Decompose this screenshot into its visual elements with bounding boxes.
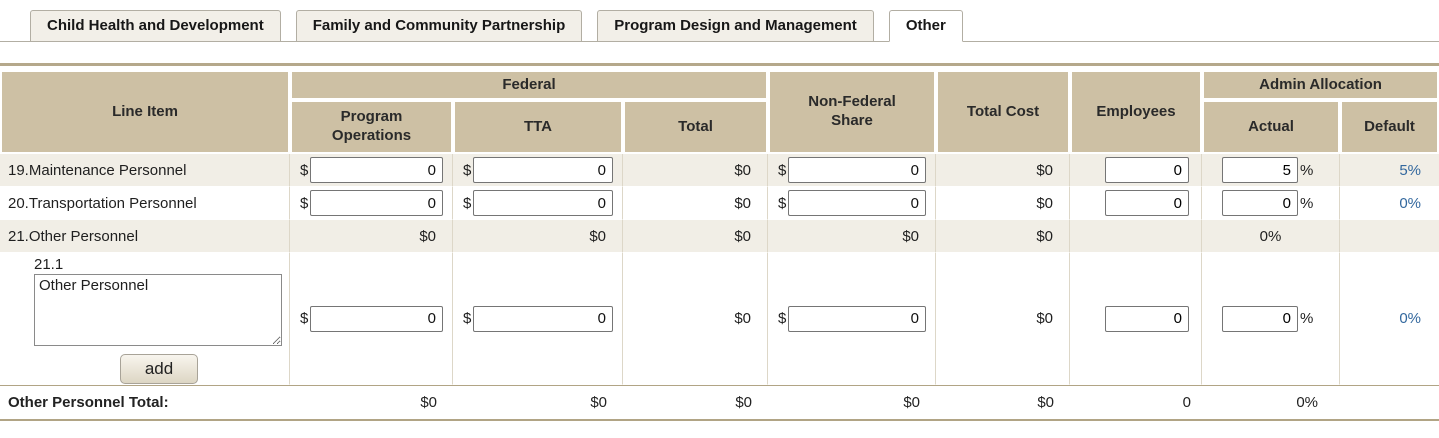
admin-default-value: 5% <box>1340 154 1439 187</box>
program-operations-value: $0 <box>290 220 453 253</box>
dollar-sign: $ <box>463 310 472 327</box>
percent-sign: % <box>1300 194 1314 212</box>
federal-total-value: $0 <box>623 187 769 220</box>
tab-other[interactable]: Other <box>888 10 963 42</box>
non-federal-share-input[interactable] <box>788 190 927 216</box>
line-item-label: 21.Other Personnel <box>0 220 290 253</box>
federal-total-value: $0 <box>623 220 769 253</box>
federal-total: $0 <box>623 385 769 421</box>
row-other-personnel-total: Other Personnel Total: $0 $0 $0 $0 $0 0 … <box>0 385 1439 421</box>
federal-total-value: $0 <box>623 253 769 385</box>
admin-actual-input[interactable] <box>1222 157 1299 183</box>
sub-item-number: 21.1 <box>34 256 64 273</box>
non-federal-share-input[interactable] <box>788 305 927 332</box>
tta-input[interactable] <box>473 190 613 216</box>
header-non-federal-share: Non-Federal Share <box>768 70 937 154</box>
budget-table: Line Item Federal Non-Federal Share Tota… <box>0 70 1439 421</box>
employees-total: 0 <box>1070 385 1203 421</box>
total-cost-value: $0 <box>936 253 1071 385</box>
employees-input[interactable] <box>1105 157 1190 183</box>
dollar-sign: $ <box>300 194 309 212</box>
employees-input[interactable] <box>1105 305 1190 332</box>
admin-default-value <box>1340 220 1439 253</box>
header-tta: TTA <box>453 100 623 154</box>
total-cost-value: $0 <box>936 187 1071 220</box>
program-operations-input[interactable] <box>310 190 443 216</box>
header-total: Total <box>623 100 769 154</box>
line-item-label: 19.Maintenance Personnel <box>0 154 290 187</box>
employees-value <box>1070 220 1203 253</box>
dollar-sign: $ <box>778 194 787 212</box>
tab-program-design-and-management[interactable]: Program Design and Management <box>597 10 874 42</box>
dollar-sign: $ <box>300 310 309 327</box>
header-total-cost: Total Cost <box>936 70 1071 154</box>
header-federal: Federal <box>290 70 769 100</box>
other-personnel-description-textarea[interactable]: Other Personnel <box>34 274 282 346</box>
program-operations-total: $0 <box>290 385 453 421</box>
dollar-sign: $ <box>463 161 472 179</box>
tab-child-health-and-development[interactable]: Child Health and Development <box>30 10 281 42</box>
tta-value: $0 <box>453 220 623 253</box>
admin-default-value: 0% <box>1340 253 1439 385</box>
program-operations-input[interactable] <box>310 305 443 332</box>
non-federal-share-input[interactable] <box>788 157 927 183</box>
header-line-item: Line Item <box>0 70 290 154</box>
row-transportation-personnel: 20.Transportation Personnel $ $ $0 $ $0 … <box>0 187 1439 220</box>
total-cost-total: $0 <box>936 385 1071 421</box>
program-operations-input[interactable] <box>310 157 443 183</box>
header-admin-allocation: Admin Allocation <box>1202 70 1439 100</box>
row-other-personnel: 21.Other Personnel $0 $0 $0 $0 $0 0% <box>0 220 1439 253</box>
percent-sign: % <box>1300 161 1314 179</box>
employees-input[interactable] <box>1105 190 1190 216</box>
non-federal-total: $0 <box>768 385 937 421</box>
admin-default-total <box>1340 385 1439 421</box>
tab-bar: Child Health and Development Family and … <box>0 0 1439 42</box>
admin-actual-input[interactable] <box>1222 190 1299 216</box>
header-default: Default <box>1340 100 1439 154</box>
admin-actual-total: 0% <box>1202 385 1341 421</box>
total-cost-value: $0 <box>936 220 1071 253</box>
dollar-sign: $ <box>300 161 309 179</box>
dollar-sign: $ <box>463 194 472 212</box>
tta-input[interactable] <box>473 305 613 332</box>
header-actual: Actual <box>1202 100 1341 154</box>
admin-actual-input[interactable] <box>1222 305 1299 332</box>
admin-default-value: 0% <box>1340 187 1439 220</box>
header-employees: Employees <box>1070 70 1203 154</box>
dollar-sign: $ <box>778 161 787 179</box>
tta-input[interactable] <box>473 157 613 183</box>
table-top-rule <box>0 63 1439 66</box>
row-maintenance-personnel: 19.Maintenance Personnel $ $ $0 $ $0 % 5… <box>0 154 1439 187</box>
percent-sign: % <box>1300 310 1314 327</box>
admin-actual-value: 0% <box>1202 220 1341 253</box>
tta-total: $0 <box>453 385 623 421</box>
header-program-operations: Program Operations <box>290 100 453 154</box>
add-button[interactable]: add <box>119 354 199 384</box>
non-federal-share-value: $0 <box>768 220 937 253</box>
total-cost-value: $0 <box>936 154 1071 187</box>
dollar-sign: $ <box>778 310 787 327</box>
line-item-label: 20.Transportation Personnel <box>0 187 290 220</box>
tab-family-and-community-partnership[interactable]: Family and Community Partnership <box>295 10 583 42</box>
totals-label: Other Personnel Total: <box>0 385 290 421</box>
row-other-personnel-sub-item: 21.1 Other Personnel add $ $ $0 $ $0 % 0… <box>0 253 1439 385</box>
federal-total-value: $0 <box>623 154 769 187</box>
